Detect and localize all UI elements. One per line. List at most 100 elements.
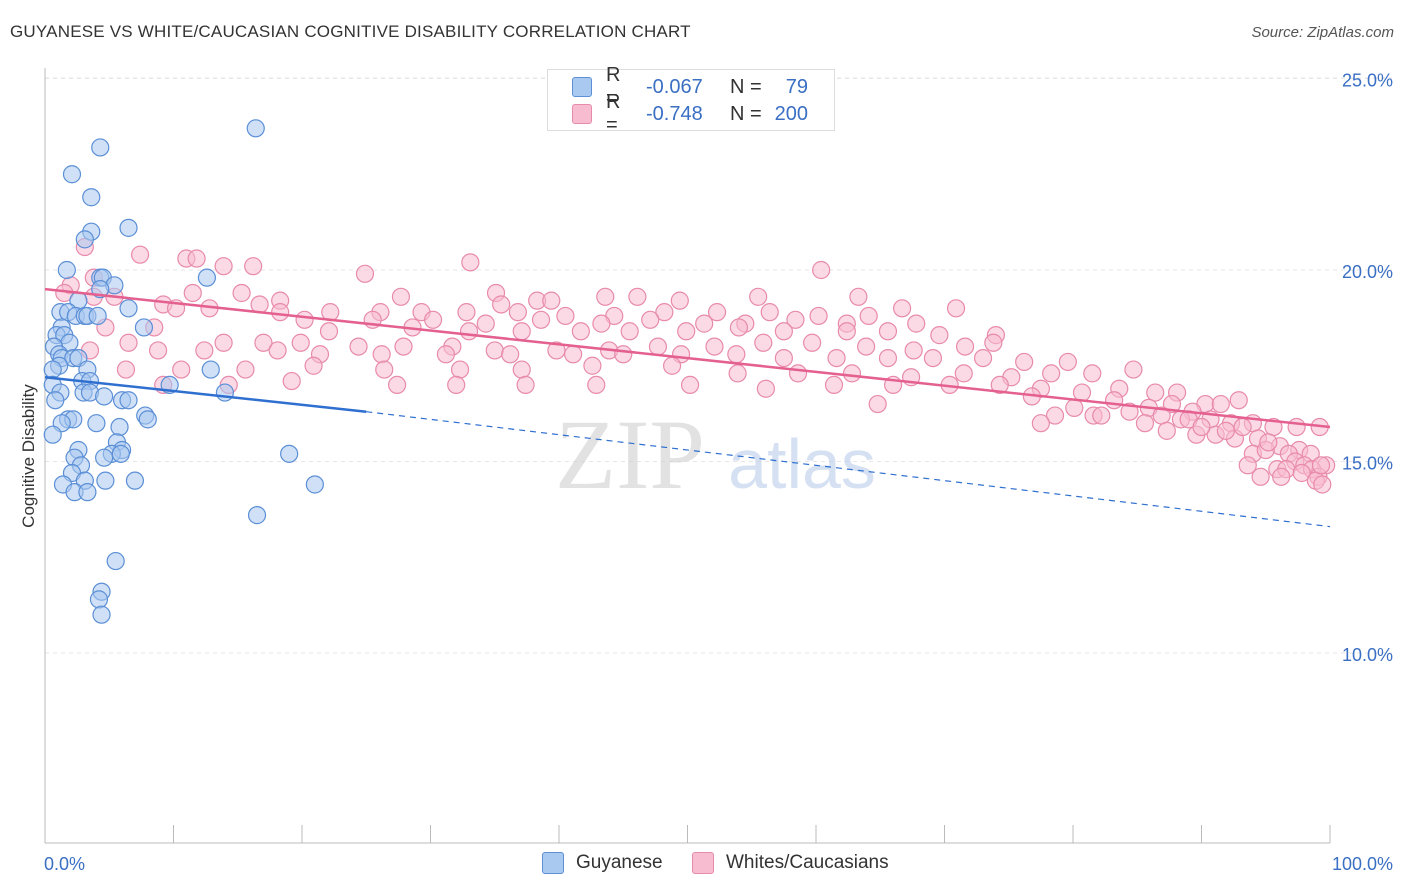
whites-point-49 [476,314,495,333]
whites-point-119 [728,364,747,383]
whites-point-152 [1065,398,1084,417]
whites-point-113 [304,356,323,375]
y-axis-title: Cognitive Disability [19,384,38,528]
whites-point-52 [641,310,660,329]
whites-point-132 [447,375,466,394]
whites-point-125 [1042,364,1061,383]
whites-point-64 [571,322,590,341]
whites-point-117 [583,356,602,375]
guyanese-point-59 [111,444,130,463]
whites-point-102 [727,345,746,364]
whites-point-131 [387,375,407,394]
guyanese-point-32 [43,360,62,379]
whites-point-57 [907,314,926,333]
whites-point-137 [824,375,844,394]
whites-point-111 [172,360,191,379]
whites-point-63 [512,322,531,341]
whites-point-121 [842,364,862,383]
guyanese-point-46 [46,391,65,410]
whites-point-116 [512,360,531,379]
whites-point-115 [450,360,470,379]
legend-item-guyanese[interactable]: Guyanese [542,852,663,874]
whites-point-53 [695,314,714,333]
whites-point-130 [282,371,301,391]
whites-point-192 [1031,414,1050,433]
x-tick-label-0: 0.0% [44,854,85,874]
whites-point-114 [375,360,394,379]
legend-swatch-pink [572,104,592,124]
x-tick-labels: 0.0% 100.0% [44,854,1393,874]
whites-point-167 [1135,414,1155,433]
legend-label-guyanese: Guyanese [576,852,663,873]
guyanese-point-73 [106,551,125,571]
legend-swatch-pink [692,852,714,874]
y-tick-label-1: 15.0% [1342,454,1393,474]
whites-point-70 [878,322,898,341]
whites-point-133 [516,375,535,394]
whites-point-60 [319,322,339,341]
guyanese-point-68 [305,475,324,494]
guyanese-trend-extension [366,411,1331,528]
whites-point-14 [232,283,251,303]
whites-point-99 [564,345,583,364]
whites-point-120 [788,364,808,383]
whites-point-5 [244,257,263,276]
whites-point-198 [1259,433,1278,452]
legend-n-label: N = [730,102,762,125]
whites-point-23 [492,295,511,314]
whites-point-108 [1015,352,1034,372]
whites-point-90 [984,333,1003,352]
legend-r-label: R = [606,64,621,109]
guyanese-point-14 [119,299,138,318]
guyanese-point-42 [215,383,234,402]
whites-point-103 [774,348,793,368]
stats-legend: R = -0.067 N = 79 R = -0.748 N = 200 [547,64,835,136]
whites-point-100 [614,345,633,364]
watermark-atlas: atlas [728,425,876,503]
y-tick-label-0: 10.0% [1342,645,1393,665]
guyanese-point-53 [110,417,129,437]
whites-point-134 [587,375,606,394]
guyanese-point-0 [246,119,265,138]
whites-point-168 [1157,421,1176,440]
whites-point-4 [214,257,233,276]
whites-point-26 [670,291,689,310]
whites-point-7 [461,253,480,272]
whites-point-196 [1216,421,1236,440]
guyanese-point-5 [119,218,138,237]
whites-point-86 [803,333,822,352]
whites-point-147 [1105,391,1124,410]
y-tick-labels: 10.0% 15.0% 20.0% 25.0% [1342,71,1393,666]
legend-swatch-blue [542,852,564,874]
legend-item-whites[interactable]: Whites/Caucasians [692,852,889,874]
whites-point-92 [148,341,168,360]
whites-point-165 [1287,417,1306,437]
whites-point-142 [1072,383,1092,402]
whites-point-31 [271,303,290,322]
guyanese-point-62 [95,448,114,467]
whites-point-83 [648,337,668,356]
whites-point-74 [214,333,233,352]
whites-point-94 [268,341,287,360]
guyanese-point-7 [57,260,76,280]
whites-point-71 [930,326,949,345]
whites-point-55 [786,310,805,329]
whites-point-187 [1292,463,1311,483]
whites-point-27 [749,287,768,306]
whites-point-73 [119,333,138,352]
whites-point-93 [195,341,214,360]
whites-point-199 [1311,456,1331,475]
whites-point-8 [812,260,831,280]
whites-point-135 [680,375,700,394]
whites-point-48 [423,310,443,329]
whites-point-37 [556,306,575,326]
guyanese-point-52 [87,414,106,433]
whites-point-190 [1251,467,1270,486]
whites-point-107 [973,348,993,368]
whites-point-76 [291,333,310,352]
whites-point-43 [859,306,878,326]
whites-point-40 [707,303,727,322]
whites-point-80 [485,341,504,360]
guyanese-point-22 [134,318,154,337]
watermark-zip: ZIP [555,399,705,510]
